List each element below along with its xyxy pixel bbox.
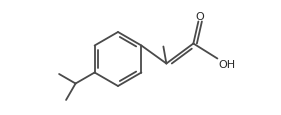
Text: OH: OH — [218, 60, 235, 70]
Text: O: O — [195, 11, 204, 21]
